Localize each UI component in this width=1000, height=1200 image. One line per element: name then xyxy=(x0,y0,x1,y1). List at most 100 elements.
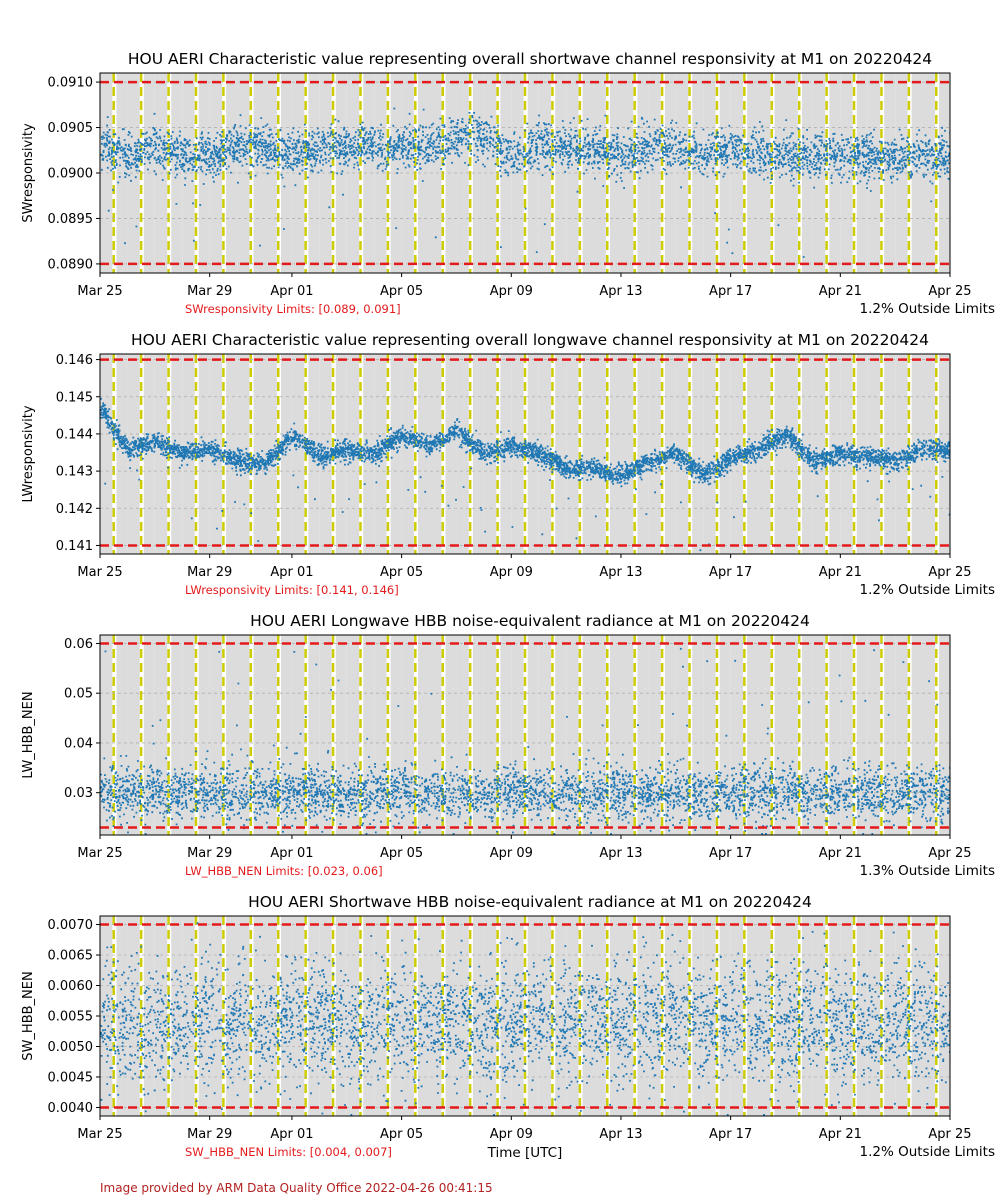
night-band xyxy=(182,73,195,273)
x-tick-label: Apr 25 xyxy=(928,284,971,299)
night-band xyxy=(884,73,896,273)
night-band xyxy=(511,354,524,554)
night-band xyxy=(226,916,238,1116)
x-tick-label: Apr 05 xyxy=(380,565,423,580)
night-band xyxy=(335,354,347,554)
x-tick-label: Apr 21 xyxy=(819,846,862,861)
night-band xyxy=(237,73,250,273)
night-band xyxy=(829,354,841,554)
night-band xyxy=(429,635,442,835)
x-tick-label: Apr 05 xyxy=(380,1127,423,1142)
x-tick-label: Apr 13 xyxy=(599,565,642,580)
x-tick-label: Apr 17 xyxy=(709,565,752,580)
night-band xyxy=(895,916,908,1116)
night-band xyxy=(610,73,621,273)
outside-limits-text: 1.3% Outside Limits xyxy=(859,863,995,879)
night-band xyxy=(675,635,689,835)
night-band xyxy=(703,916,716,1116)
night-band xyxy=(774,354,786,554)
y-axis-label: SWresponsivity xyxy=(21,123,36,223)
night-band xyxy=(774,635,786,835)
night-band xyxy=(747,916,759,1116)
x-tick-label: Apr 13 xyxy=(599,846,642,861)
x-tick-label: Apr 09 xyxy=(490,565,533,580)
night-band xyxy=(555,354,567,554)
x-tick-label: Mar 29 xyxy=(187,846,232,861)
night-band xyxy=(637,354,649,554)
night-band xyxy=(127,73,140,273)
night-band xyxy=(363,635,375,835)
night-band xyxy=(237,635,250,835)
x-tick-label: Mar 25 xyxy=(77,1127,122,1142)
night-band xyxy=(429,354,442,554)
outside-limits-text: 1.2% Outside Limits xyxy=(859,301,995,317)
night-band xyxy=(500,916,512,1116)
night-band xyxy=(747,635,759,835)
limits-text: LWresponsivity Limits: [0.141, 0.146] xyxy=(185,583,399,597)
y-tick-label: 0.142 xyxy=(56,502,93,517)
night-band xyxy=(582,635,594,835)
night-band xyxy=(620,635,634,835)
night-band xyxy=(867,635,881,835)
y-tick-label: 0.0045 xyxy=(48,1070,94,1085)
night-band xyxy=(950,635,962,835)
limits-text: SW_HBB_NEN Limits: [0.004, 0.007] xyxy=(185,1145,392,1159)
night-band xyxy=(610,354,621,554)
night-band xyxy=(116,354,128,554)
chart-title: HOU AERI Characteristic value representi… xyxy=(131,331,929,349)
night-band xyxy=(829,635,841,835)
x-tick-label: Mar 29 xyxy=(187,565,232,580)
night-band xyxy=(335,635,347,835)
night-band xyxy=(692,354,704,554)
night-band xyxy=(418,354,430,554)
night-band xyxy=(593,354,606,554)
x-tick-label: Mar 29 xyxy=(187,284,232,299)
y-tick-label: 0.0910 xyxy=(48,76,94,91)
night-band xyxy=(264,635,277,835)
outside-limits-text: 1.2% Outside Limits xyxy=(859,1144,995,1160)
chart-panel-1: 0.0890 0.0895 0.0900 0.0905 0.0910 Mar 25 Mar … xyxy=(21,50,995,317)
night-band xyxy=(483,354,497,554)
y-tick-label: 0.0905 xyxy=(48,121,94,136)
night-band xyxy=(801,916,813,1116)
night-band xyxy=(867,73,881,273)
night-band xyxy=(664,635,676,835)
y-tick-label: 0.0060 xyxy=(48,979,94,994)
y-tick-label: 0.0070 xyxy=(48,918,94,933)
y-tick-label: 0.03 xyxy=(64,786,93,801)
x-tick-label: Apr 01 xyxy=(270,565,313,580)
night-band xyxy=(867,354,881,554)
night-band xyxy=(950,354,962,554)
x-tick-label: Apr 25 xyxy=(928,565,971,580)
plot-area xyxy=(100,635,962,835)
night-band xyxy=(966,354,977,554)
night-band xyxy=(895,354,908,554)
x-tick-label: Apr 17 xyxy=(709,846,752,861)
night-band xyxy=(527,635,539,835)
data-points xyxy=(100,107,950,258)
night-band xyxy=(950,73,962,273)
night-band xyxy=(253,635,265,835)
chart-panel-2: 0.141 0.142 0.143 0.144 0.145 0.146 Mar 25 Mar … xyxy=(21,331,995,598)
night-band xyxy=(675,73,689,273)
night-band xyxy=(182,635,195,835)
chart-title: HOU AERI Shortwave HBB noise-equivalent … xyxy=(248,893,812,911)
y-tick-label: 0.06 xyxy=(64,637,93,652)
axes-frame xyxy=(99,634,951,836)
y-tick-label: 0.145 xyxy=(56,390,93,405)
x-tick-label: Apr 13 xyxy=(599,284,642,299)
night-band xyxy=(445,354,457,554)
night-band xyxy=(483,635,497,835)
night-band xyxy=(182,354,195,554)
night-band xyxy=(143,635,155,835)
night-band xyxy=(582,354,594,554)
x-tick-label: Apr 21 xyxy=(819,565,862,580)
x-axis-label: Time [UTC] xyxy=(487,1145,563,1161)
x-tick-label: Mar 25 xyxy=(77,846,122,861)
x-tick-label: Apr 13 xyxy=(599,1127,642,1142)
data-series xyxy=(100,107,950,258)
night-band xyxy=(374,635,387,835)
outside-limits-text: 1.2% Outside Limits xyxy=(859,582,995,598)
x-tick-label: Mar 29 xyxy=(187,1127,232,1142)
night-band xyxy=(308,916,320,1116)
